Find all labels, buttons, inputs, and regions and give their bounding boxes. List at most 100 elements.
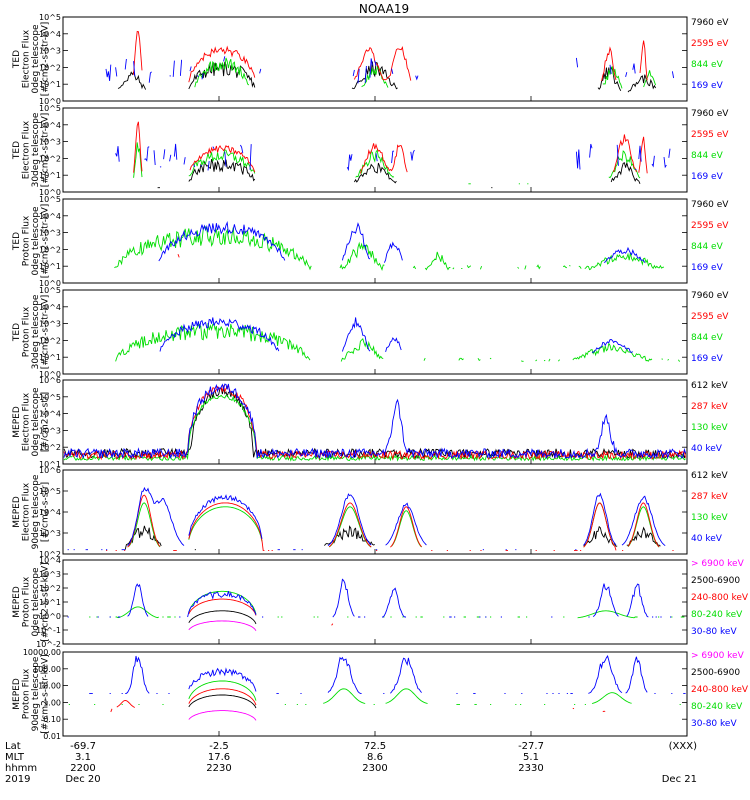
legend-entry: 612 keV	[691, 471, 728, 481]
panel-meped-e-0: 10^1 10^2 10^3 10^4 10^5 10^6 MEPEDElectron Fl…	[12, 376, 728, 469]
y-tick-label: 10^3	[39, 138, 61, 147]
y-tick-label: 10^2	[39, 443, 61, 452]
series-blue-line	[67, 486, 666, 551]
y-axis-label-line: MEPED	[12, 496, 22, 528]
legend-entry: 287 keV	[691, 402, 728, 412]
panel-meped-p-0: 10^-210^-110^010^110^210^310^4MEPEDProto…	[12, 556, 749, 649]
y-tick-label: 10^2	[39, 336, 61, 345]
series-blue-line	[115, 143, 671, 172]
y-tick-label: 10^-1	[36, 626, 61, 635]
legend-entry: > 6900 keV	[691, 651, 745, 661]
series-black-line	[188, 694, 257, 709]
y-axis-label-line: TED	[12, 141, 22, 160]
y-tick-label: 10^1	[39, 598, 61, 607]
y-axis-label-line: Proton Flux	[22, 668, 32, 719]
legend-entry: 169 eV	[691, 354, 724, 364]
y-tick-label: 10^4	[39, 212, 61, 221]
y-tick-label: 10^1	[39, 353, 61, 362]
legend-entry: 169 eV	[691, 172, 724, 182]
y-tick-label: 10^3	[39, 47, 61, 56]
y-tick-label: 10^5	[39, 104, 61, 113]
x-tick-label: 2330	[518, 763, 543, 774]
panels: 10^0 10^1 10^2 10^3 10^4 10^5 TEDElectron Flux…	[12, 13, 749, 741]
x-row-label: hhmm	[5, 763, 37, 774]
x-tick-label: 17.6	[208, 752, 230, 763]
x-tick-label: -27.7	[518, 741, 544, 752]
legend-entry: 130 keV	[691, 423, 728, 433]
y-tick-label: 10^3	[39, 426, 61, 435]
series-red-line	[133, 30, 648, 83]
y-tick-label: 0.10	[43, 715, 61, 724]
y-tick-label: 10^0	[39, 279, 61, 288]
series-red-line	[189, 599, 675, 625]
series-blue-line	[105, 56, 675, 84]
y-axis-label-line: [#/cm2-s-str-keV]	[41, 654, 51, 733]
panel-frame	[62, 559, 688, 645]
y-axis-label: MEPEDProton Flux0deg telescope[#/cm2-s-s…	[12, 562, 51, 641]
y-tick-label: 10^6	[39, 376, 61, 385]
panel-frame	[62, 289, 688, 375]
legend-entry: 287 keV	[691, 492, 728, 502]
series-green-line	[115, 323, 680, 362]
y-tick-label: 10.00	[38, 682, 61, 691]
x-tick-label: Dec 21	[662, 774, 697, 785]
y-tick-label: 0.01	[43, 732, 61, 741]
y-tick-label: 10^0	[39, 370, 61, 379]
legend-entry: 240-800 keV	[691, 593, 749, 603]
y-tick-label: 10^2	[39, 550, 61, 559]
y-axis-label-line: [#/cm2-s-str-keV]	[41, 562, 51, 641]
legend-entry: 2500-6900	[691, 668, 740, 678]
series-green-line	[128, 502, 660, 548]
panel-frame	[62, 651, 688, 737]
panel-meped-p-90: 0.010.101.0010.00100.0010000.00MEPEDProt…	[12, 648, 749, 741]
y-tick-label: 10^-2	[36, 640, 61, 649]
y-tick-label: 10^1	[39, 171, 61, 180]
series-black-line	[158, 159, 684, 188]
series-black-line	[188, 610, 257, 625]
series-green-line	[194, 57, 657, 89]
x-tick-label: Dec 20	[65, 774, 100, 785]
y-axis-label-line: Electron Flux	[22, 120, 32, 179]
legend-entry: 7960 eV	[691, 291, 729, 301]
x-tick-label: 2300	[362, 763, 387, 774]
x-tick-label: 8.6	[367, 752, 383, 763]
legend-entry: 2595 eV	[691, 221, 729, 231]
y-axis-label-line: [#/cm2-s-str]	[41, 482, 51, 542]
y-axis-label: MEPEDProton Flux90deg telescope[#/cm2-s-…	[12, 654, 51, 733]
series-magenta-line	[188, 710, 257, 721]
series-green-line	[89, 590, 685, 619]
x-tick-label: 2230	[206, 763, 231, 774]
y-tick-label: 10^1	[39, 460, 61, 469]
legend-entry: 2595 eV	[691, 39, 729, 49]
series-red-line	[63, 385, 687, 461]
y-axis-label: TEDProton Flux30deg telescope[#/cm2-s-st…	[12, 294, 51, 369]
x-tick-label: (XXX)	[669, 741, 697, 752]
y-tick-label: 10^5	[39, 393, 61, 402]
y-axis-label-line: 0deg telescope	[31, 567, 41, 637]
y-axis-label: MEPEDElectron Flux90deg telescope[#/cm2-…	[12, 474, 51, 549]
legend-entry: > 6900 keV	[691, 559, 745, 569]
y-tick-label: 10^5	[39, 195, 61, 204]
series-green-line	[133, 142, 641, 185]
series-green-line	[63, 394, 686, 462]
y-tick-label: 10^0	[39, 97, 61, 106]
y-tick-label: 10^5	[39, 13, 61, 22]
y-tick-label: 10^4	[39, 508, 61, 517]
y-tick-label: 10^2	[39, 63, 61, 72]
y-tick-label: 10^3	[39, 529, 61, 538]
legend-entry: 80-240 keV	[691, 702, 743, 712]
panel-frame	[62, 16, 688, 102]
series-red-line	[133, 121, 648, 174]
panel-frame	[62, 107, 688, 193]
y-axis-label-line: 90deg telescope	[31, 656, 41, 731]
x-tick-label: 3.1	[75, 752, 91, 763]
legend-entry: 130 keV	[691, 513, 728, 523]
y-axis-label-line: [#/cm2-s-str-eV]	[41, 204, 51, 279]
legend-entry: 844 eV	[691, 242, 724, 252]
legend-entry: 169 eV	[691, 263, 724, 273]
y-axis-label-line: 0deg telescope	[31, 24, 41, 94]
y-axis-label: TEDProton Flux0deg telescope[#/cm2-s-str…	[12, 204, 51, 279]
y-tick-label: 10^5	[39, 487, 61, 496]
series-magenta-line	[188, 620, 257, 632]
y-tick-label: 10^0	[39, 188, 61, 197]
